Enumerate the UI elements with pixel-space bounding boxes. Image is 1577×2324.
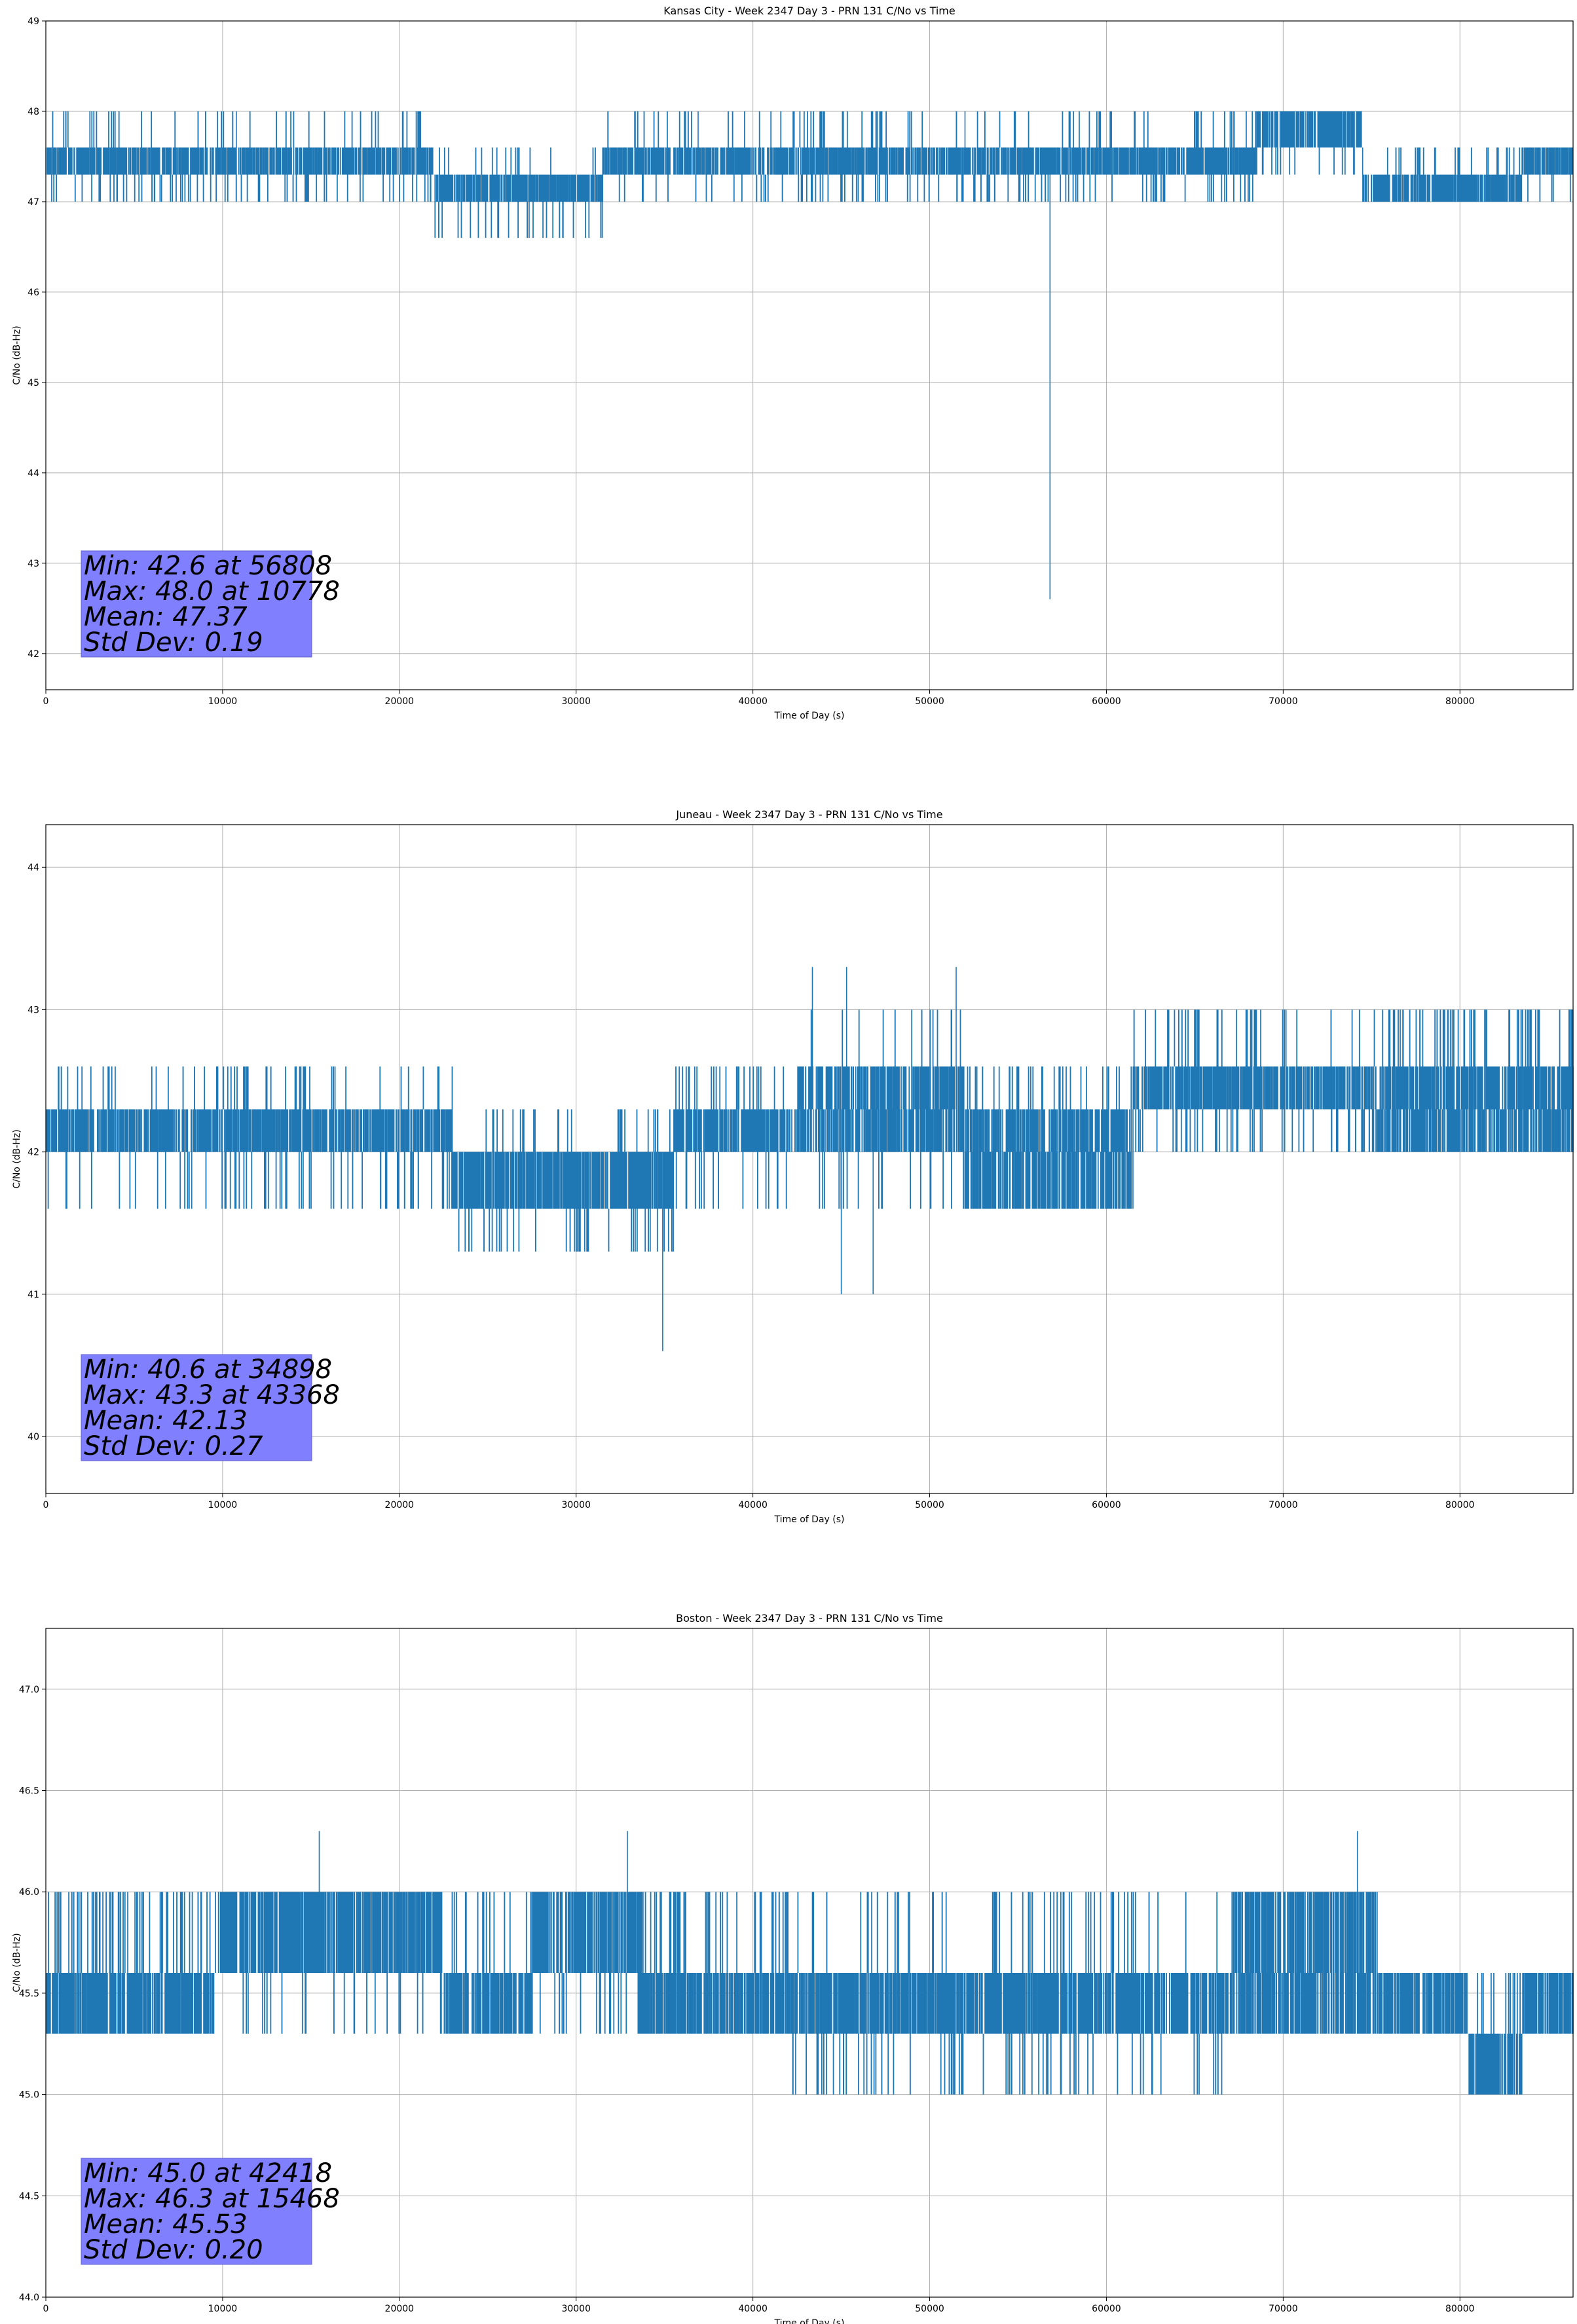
y-tick-label: 42 (28, 649, 39, 660)
y-tick-label: 44 (28, 468, 39, 479)
y-tick-label: 49 (28, 16, 39, 27)
x-axis-label: Time of Day (s) (774, 711, 845, 721)
x-tick-label: 20000 (385, 1500, 415, 1510)
x-tick-label: 10000 (208, 2304, 238, 2314)
stats-min: Min: 40.6 at 34898 (84, 1355, 332, 1385)
x-tick-label: 70000 (1269, 696, 1298, 707)
y-tick-label: 48 (28, 107, 39, 117)
chart-panel-3: 0 10000 20000 30000 40000 50000 60000 70000 8000… (12, 1612, 1574, 2324)
x-tick-label: 80000 (1445, 1500, 1475, 1510)
y-tick-label: 41 (28, 1290, 39, 1300)
y-tick-label: 46 (28, 288, 39, 298)
axes-frame (45, 824, 1574, 1494)
series-line (45, 111, 1574, 599)
axes-frame (45, 1628, 1574, 2298)
y-tick-label: 47 (28, 197, 39, 208)
stats-mean: Mean: 47.37 (84, 602, 248, 632)
y-axis-label: C/No (dB-Hz) (12, 1933, 22, 1992)
x-tick-label: 50000 (915, 696, 944, 707)
y-axis-label: C/No (dB-Hz) (12, 326, 22, 384)
stats-box (81, 550, 312, 658)
chart-title: Juneau - Week 2347 Day 3 - PRN 131 C/No … (675, 808, 942, 821)
stats-std: Std Dev: 0.19 (84, 628, 263, 658)
axes-frame (45, 20, 1574, 690)
y-tick-label: 45.0 (19, 2090, 39, 2101)
stats-mean: Mean: 45.53 (84, 2209, 248, 2240)
chart-title: Boston - Week 2347 Day 3 - PRN 131 C/No … (676, 1612, 943, 1624)
chart-panel-2: 0 10000 20000 30000 40000 50000 60000 70000 8000… (12, 808, 1574, 1525)
x-tick-label: 0 (43, 696, 49, 707)
stats-mean: Mean: 42.13 (84, 1406, 248, 1436)
stats-std: Std Dev: 0.27 (84, 1431, 263, 1461)
x-tick-label: 10000 (208, 1500, 238, 1510)
x-tick-label: 70000 (1269, 2304, 1298, 2314)
x-tick-label: 60000 (1092, 1500, 1121, 1510)
x-tick-label: 80000 (1445, 696, 1475, 707)
y-tick-label: 44.0 (19, 2293, 39, 2303)
stats-std: Std Dev: 0.20 (84, 2235, 263, 2265)
x-tick-label: 70000 (1269, 1500, 1298, 1510)
y-tick-label: 45.5 (19, 1989, 39, 1999)
chart-panel-1: 0 10000 20000 30000 40000 50000 60000 70000 8000… (12, 5, 1574, 721)
x-tick-label: 60000 (1092, 2304, 1121, 2314)
x-tick-label: 30000 (561, 1500, 591, 1510)
x-tick-label: 0 (43, 1500, 49, 1510)
x-tick-label: 50000 (915, 1500, 944, 1510)
y-tick-label: 47.0 (19, 1685, 39, 1695)
x-tick-label: 50000 (915, 2304, 944, 2314)
y-tick-label: 40 (28, 1432, 39, 1442)
x-tick-label: 40000 (738, 696, 768, 707)
y-tick-label: 46.0 (19, 1887, 39, 1898)
x-tick-label: 0 (43, 2304, 49, 2314)
x-tick-label: 10000 (208, 696, 238, 707)
stats-max: Max: 46.3 at 15468 (84, 2184, 340, 2214)
x-axis-label: Time of Day (s) (774, 1514, 845, 1525)
y-tick-label: 43 (28, 1005, 39, 1015)
x-tick-label: 20000 (385, 696, 415, 707)
stats-box (81, 1354, 312, 1461)
stats-max: Max: 43.3 at 43368 (84, 1380, 340, 1410)
stats-box (81, 2158, 312, 2265)
x-tick-label: 20000 (385, 2304, 415, 2314)
y-tick-label: 43 (28, 559, 39, 569)
y-tick-label: 45 (28, 378, 39, 388)
x-tick-label: 30000 (561, 2304, 591, 2314)
y-tick-label: 42 (28, 1148, 39, 1158)
stats-min: Min: 45.0 at 42418 (84, 2158, 332, 2188)
stats-min: Min: 42.6 at 56808 (84, 551, 332, 581)
series-line (46, 967, 1574, 1351)
y-tick-label: 44.5 (19, 2191, 39, 2202)
x-tick-label: 80000 (1445, 2304, 1475, 2314)
x-tick-label: 60000 (1092, 696, 1121, 707)
y-tick-label: 46.5 (19, 1786, 39, 1797)
x-tick-label: 40000 (738, 2304, 768, 2314)
x-tick-label: 40000 (738, 1500, 768, 1510)
stats-max: Max: 48.0 at 10778 (84, 576, 340, 607)
y-axis-label: C/No (dB-Hz) (12, 1129, 22, 1188)
x-tick-label: 30000 (561, 696, 591, 707)
y-tick-label: 44 (28, 863, 39, 873)
x-axis-label: Time of Day (s) (774, 2318, 845, 2324)
chart-title: Kansas City - Week 2347 Day 3 - PRN 131 … (663, 5, 955, 17)
series-line (46, 1831, 1574, 2095)
